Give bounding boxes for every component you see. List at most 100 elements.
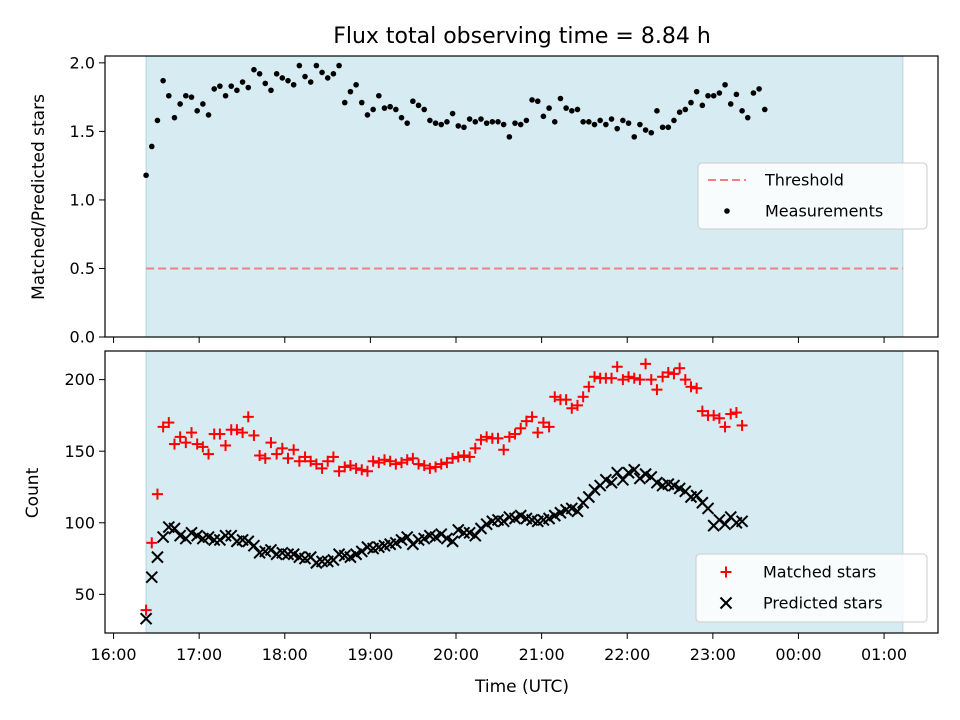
matched-point: [458, 449, 470, 461]
legend-label: Matched stars: [763, 563, 876, 582]
cross-b: [525, 513, 539, 527]
matched-point: [464, 451, 476, 463]
measurement-point: [727, 101, 734, 107]
matched-point: [526, 411, 538, 423]
legend-predicted-swatch: [719, 596, 733, 610]
cross-b: [639, 467, 652, 481]
measurement-point: [483, 120, 490, 126]
y-tick-label: 1.0: [70, 191, 95, 210]
y-tick-label: 100: [64, 513, 95, 532]
measurement-point: [336, 62, 342, 69]
matched-point: [248, 429, 260, 441]
measurement-point: [455, 123, 462, 129]
matched-point: [583, 381, 595, 393]
measurement-point: [256, 71, 263, 77]
predicted-point: [145, 570, 158, 584]
matched-point: [571, 399, 583, 411]
measurement-point: [461, 124, 467, 131]
x-tick-label: 18:00: [262, 645, 308, 664]
matched-point: [481, 431, 493, 443]
measurement-point: [200, 101, 206, 107]
matched-point: [396, 457, 408, 469]
matched-point: [339, 461, 351, 473]
measurement-point: [341, 99, 348, 106]
measurement-point: [347, 88, 354, 95]
cross-b: [207, 533, 221, 547]
cross-b: [469, 529, 482, 542]
matched-point: [288, 444, 300, 456]
measurement-point: [194, 108, 200, 114]
matched-point: [617, 374, 629, 386]
measurement-point: [631, 134, 638, 140]
measurement-point: [722, 81, 728, 88]
cross-b: [610, 466, 624, 479]
measurement-point: [688, 99, 694, 106]
measurement-point: [466, 116, 473, 122]
measurement-point: [744, 114, 751, 121]
matched-point: [509, 428, 521, 440]
matched-point: [259, 452, 271, 464]
matched-point: [146, 537, 158, 549]
cross-b: [332, 548, 346, 561]
measurement-point: [415, 102, 422, 109]
cross-b: [645, 470, 658, 484]
cross-b: [650, 476, 664, 489]
cross-b: [281, 548, 295, 561]
matched-point: [685, 381, 697, 393]
x-tick-label: 20:00: [433, 645, 479, 664]
measurement-point: [427, 117, 433, 124]
measurement-point: [143, 172, 149, 179]
matched-point: [424, 462, 436, 474]
measurement-point: [393, 106, 399, 113]
bottom-legend: Matched stars Predicted stars: [695, 553, 928, 623]
x-tick-label: 16:00: [91, 645, 137, 664]
top-y-axis-label: Matched/Predicted stars: [29, 94, 49, 300]
matched-point: [265, 437, 277, 449]
measurement-point: [279, 75, 286, 81]
measurement-point: [512, 120, 518, 126]
measurement-point: [290, 81, 297, 88]
matched-point: [435, 458, 447, 470]
cross-b: [582, 490, 596, 504]
measurement-point: [489, 118, 496, 125]
cross-b: [145, 570, 158, 584]
x-tick-label: 00:00: [775, 645, 821, 664]
measurement-point: [183, 92, 189, 99]
matched-point: [679, 374, 691, 386]
measurement-point: [761, 106, 768, 113]
cross-b: [673, 482, 686, 495]
measurement-point: [500, 121, 507, 128]
measurement-point: [648, 129, 655, 136]
matched-point: [418, 460, 430, 472]
measurement-point: [733, 91, 740, 98]
cross-b: [190, 529, 204, 542]
matched-point: [356, 464, 368, 476]
measurement-point: [654, 108, 660, 114]
matched-point: [520, 415, 532, 427]
predicted-point: [400, 530, 414, 544]
measurement-point: [517, 121, 524, 128]
predicted-point: [315, 555, 329, 568]
measurement-point: [239, 79, 246, 85]
measurement-point: [625, 120, 632, 126]
matched-point: [254, 449, 266, 461]
matched-point: [645, 374, 657, 386]
legend-matched-swatch: [720, 566, 732, 578]
measurement-point: [620, 117, 626, 124]
measurement-point: [165, 92, 172, 99]
predicted-point: [168, 522, 181, 535]
cross-b: [219, 529, 232, 542]
measurement-point: [319, 69, 325, 76]
matched-point: [242, 411, 254, 423]
measurement-point: [449, 110, 456, 117]
measurement-point: [404, 120, 410, 126]
cross-b: [628, 463, 641, 477]
cross-b: [400, 530, 414, 544]
measurement-point: [228, 83, 235, 89]
matched-point: [203, 448, 215, 460]
cross-b: [667, 479, 681, 492]
measurement-point: [472, 118, 479, 125]
top-legend: Threshold Measurements: [697, 162, 928, 230]
matched-point: [299, 451, 311, 463]
